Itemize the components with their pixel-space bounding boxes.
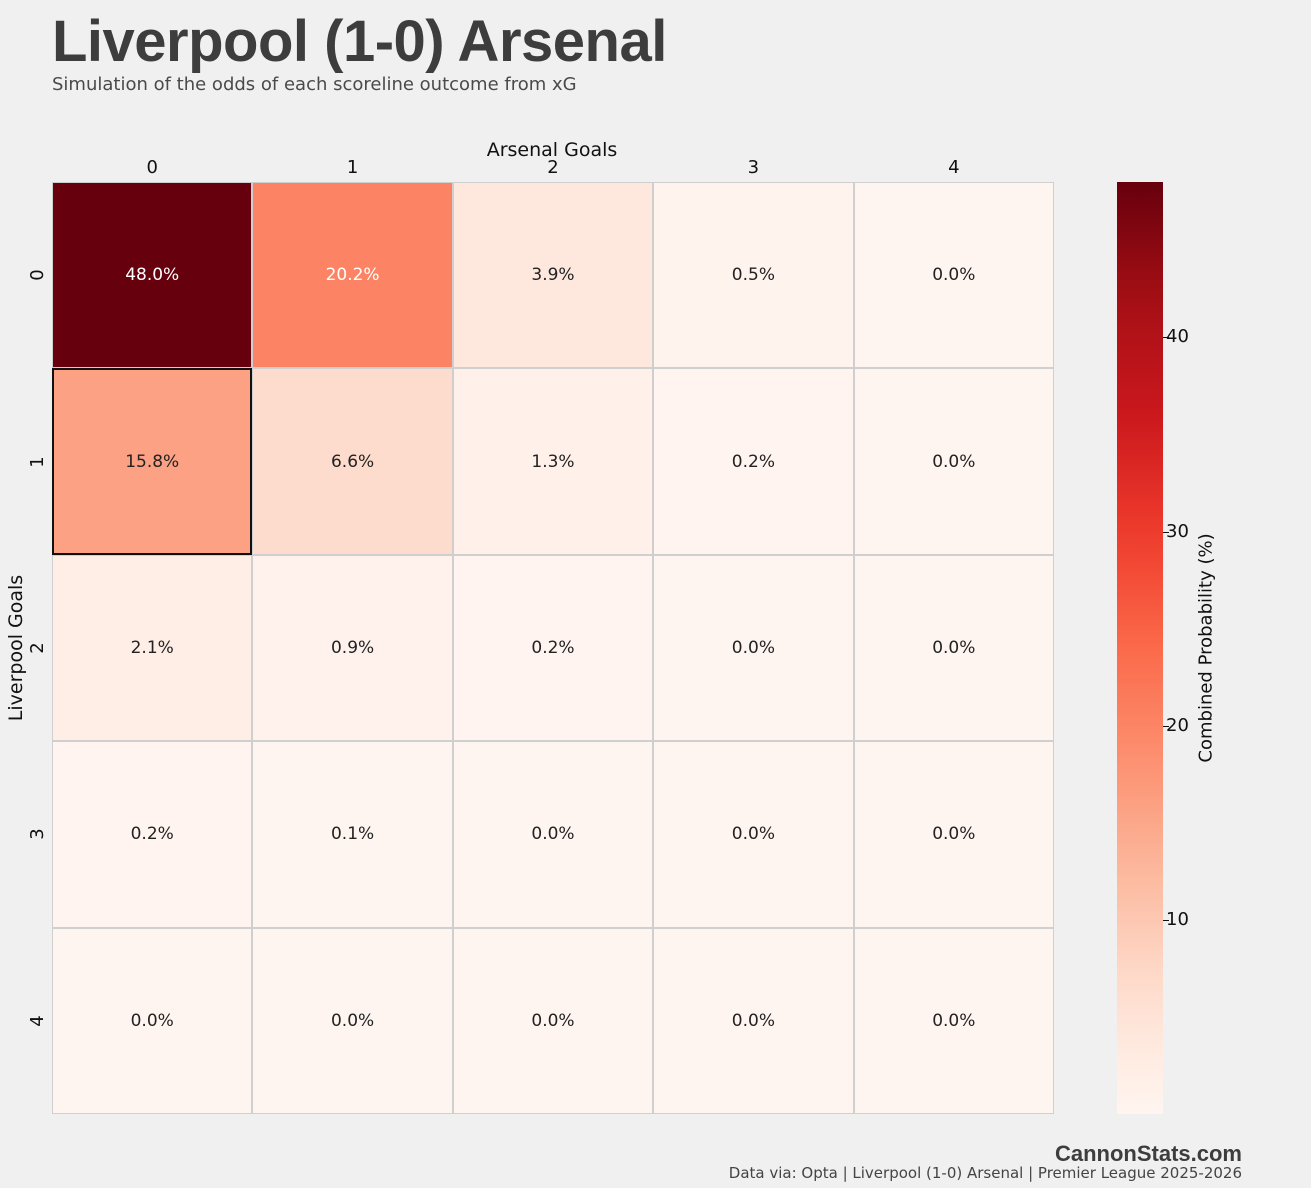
colorbar [1117, 182, 1163, 1114]
heatmap-cell: 0.0% [653, 927, 854, 1114]
colorbar-tick-label: 10 [1166, 908, 1189, 930]
source-note: Data via: Opta | Liverpool (1-0) Arsenal… [728, 1164, 1242, 1182]
heatmap-cell: 0.0% [853, 368, 1054, 555]
colorbar-label: Combined Probability (%) [1195, 533, 1217, 763]
y-tick-label: 4 [27, 1015, 48, 1027]
heatmap-cell: 0.5% [653, 182, 854, 369]
heatmap-cell: 0.0% [853, 554, 1054, 742]
colorbar-tick-label: 40 [1166, 326, 1189, 348]
heatmap-cell: 0.0% [853, 182, 1054, 369]
y-tick-label: 3 [27, 828, 48, 841]
heatmap-cell: 1.3% [452, 368, 654, 555]
colorbar-tick-label: 20 [1166, 714, 1189, 736]
heatmap-cell: 0.0% [653, 554, 854, 742]
colorbar-tick-mark [1163, 337, 1169, 339]
y-axis-label: Liverpool Goals [5, 574, 27, 722]
y-tick-label: 2 [27, 642, 48, 654]
colorbar-tick-label: 30 [1166, 520, 1189, 542]
heatmap-cell: 3.9% [452, 182, 654, 369]
heatmap-cell: 48.0% [52, 182, 253, 369]
heatmap-grid: 48.0% 20.2% 3.9% 0.5% 0.0% 15.8% 6.6% 1.3% 0.2% 0… [52, 182, 1054, 1114]
chart-title: Liverpool (1-0) Arsenal [52, 9, 667, 74]
x-tick-label: 2 [547, 157, 559, 178]
heatmap-cell: 0.0% [452, 927, 654, 1114]
heatmap-cell: 0.9% [252, 554, 453, 742]
x-tick-label: 1 [346, 157, 359, 178]
chart-subtitle: Simulation of the odds of each scoreline… [52, 74, 577, 95]
colorbar-tick-mark [1163, 725, 1169, 727]
x-tick-label: 3 [747, 157, 760, 178]
heatmap-cell: 0.2% [52, 741, 253, 928]
x-tick-label: 4 [948, 157, 960, 178]
y-tick-label: 0 [27, 269, 48, 281]
heatmap-cell: 0.2% [653, 368, 854, 555]
heatmap-cell: 0.0% [52, 927, 253, 1114]
brand-name: CannonStats.com [1054, 1141, 1242, 1166]
colorbar-tick-mark [1163, 919, 1169, 921]
heatmap-cell: 2.1% [52, 554, 253, 742]
heatmap-cell: 0.2% [452, 554, 654, 742]
heatmap-cell: 0.0% [853, 741, 1054, 928]
highlighted-cell: 15.8% [52, 368, 253, 555]
heatmap-cell: 0.0% [653, 741, 854, 928]
heatmap-cell: 0.0% [252, 927, 453, 1114]
heatmap-cell: 20.2% [252, 182, 453, 369]
y-tick-label: 1 [27, 455, 48, 468]
heatmap-cell: 0.1% [252, 741, 453, 928]
x-axis-label: Arsenal Goals [486, 139, 618, 161]
heatmap-cell: 6.6% [252, 368, 453, 555]
x-tick-label: 0 [146, 157, 158, 178]
colorbar-tick-mark [1163, 531, 1169, 533]
heatmap-cell: 0.0% [853, 927, 1054, 1114]
heatmap-cell: 0.0% [452, 741, 654, 928]
